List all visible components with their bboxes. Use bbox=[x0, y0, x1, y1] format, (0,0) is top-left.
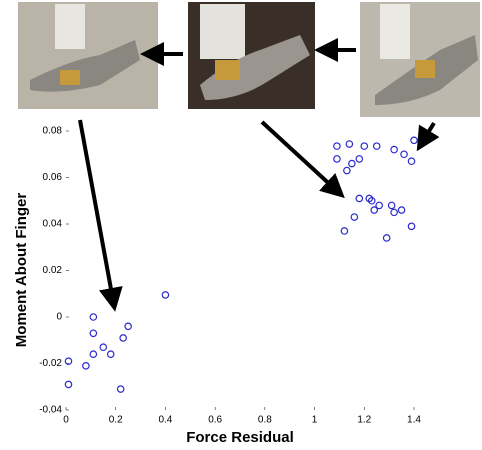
point bbox=[407, 157, 416, 166]
point bbox=[333, 142, 341, 150]
y-tick-label: -0.02 bbox=[39, 358, 62, 369]
point bbox=[89, 329, 98, 338]
point bbox=[382, 234, 391, 242]
point bbox=[400, 150, 408, 159]
point bbox=[340, 227, 349, 235]
point bbox=[390, 145, 398, 154]
point bbox=[124, 322, 132, 331]
x-axis-label: Force Residual bbox=[186, 429, 294, 446]
point bbox=[343, 166, 351, 175]
point bbox=[390, 208, 398, 217]
point bbox=[355, 194, 364, 203]
arrow bbox=[78, 119, 123, 312]
y-tick-label: 0.04 bbox=[43, 219, 63, 230]
point bbox=[89, 313, 98, 321]
point bbox=[360, 142, 369, 150]
point bbox=[397, 206, 406, 214]
x-tick-label: 0.8 bbox=[258, 415, 272, 426]
point bbox=[348, 159, 356, 168]
photo-left bbox=[18, 2, 158, 109]
x-tick-label: 0 bbox=[63, 415, 69, 426]
point bbox=[372, 142, 381, 150]
photo-middle bbox=[188, 2, 315, 109]
point bbox=[116, 385, 125, 393]
photo-right bbox=[360, 2, 480, 117]
point bbox=[370, 206, 379, 214]
point bbox=[410, 136, 418, 145]
point bbox=[365, 194, 374, 203]
point bbox=[407, 222, 416, 231]
point bbox=[64, 380, 73, 389]
point bbox=[375, 201, 384, 210]
point bbox=[106, 350, 115, 359]
y-axis-label: Moment About Finger bbox=[13, 193, 30, 348]
y-tick-label: 0.08 bbox=[43, 126, 63, 137]
x-tick-label: 1 bbox=[312, 415, 318, 426]
x-tick-label: 1.2 bbox=[357, 415, 371, 426]
point bbox=[89, 350, 98, 359]
y-tick-label: -0.04 bbox=[39, 405, 62, 416]
point bbox=[387, 201, 396, 210]
point bbox=[333, 155, 341, 163]
x-tick-label: 0.2 bbox=[109, 415, 123, 426]
point bbox=[345, 140, 354, 148]
point bbox=[367, 196, 376, 205]
x-tick-label: 0.6 bbox=[208, 415, 222, 426]
y-tick-label: 0.02 bbox=[43, 265, 63, 276]
point bbox=[82, 362, 90, 370]
point bbox=[355, 155, 364, 163]
x-tick-label: 1.4 bbox=[407, 415, 421, 426]
point bbox=[350, 213, 359, 221]
arrow bbox=[416, 121, 440, 152]
y-tick-label: 0.06 bbox=[43, 172, 63, 183]
arrows bbox=[78, 38, 440, 312]
point bbox=[64, 357, 73, 365]
point bbox=[161, 291, 170, 299]
arrow bbox=[260, 120, 345, 199]
x-tick-label: 0.4 bbox=[158, 415, 172, 426]
y-tick-label: 0 bbox=[56, 312, 62, 323]
point bbox=[119, 334, 127, 342]
point bbox=[99, 343, 108, 352]
